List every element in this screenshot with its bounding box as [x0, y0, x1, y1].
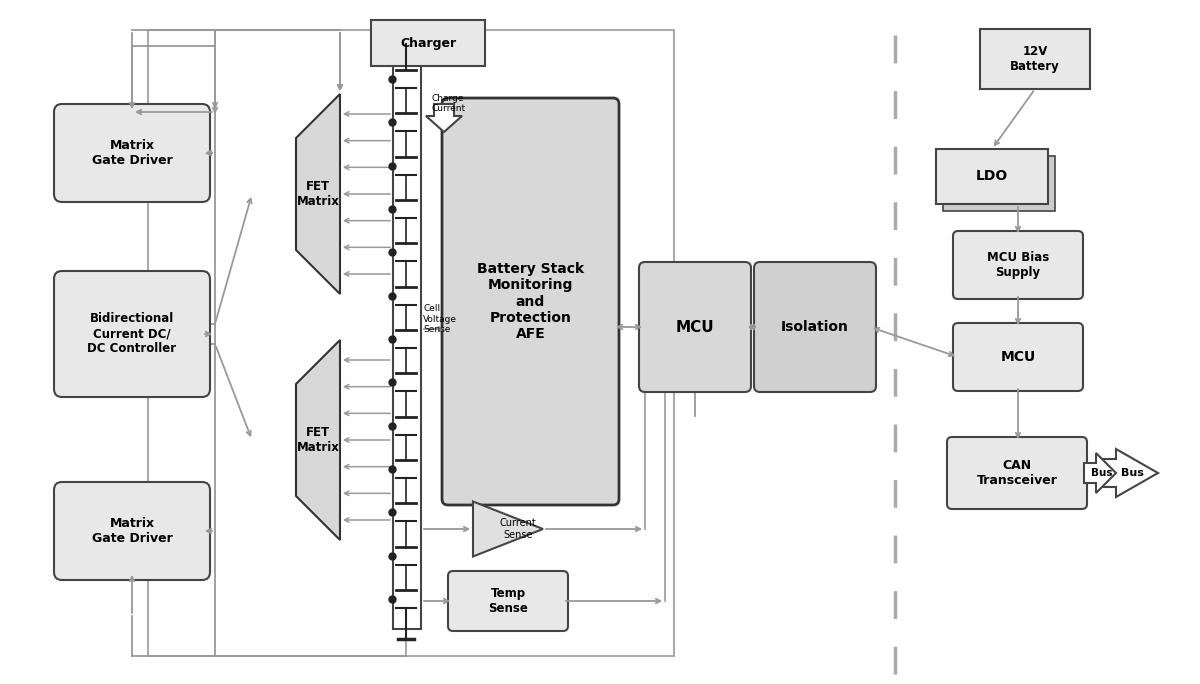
Polygon shape	[473, 501, 542, 557]
Text: Isolation: Isolation	[781, 320, 848, 334]
Bar	[980, 29, 1090, 89]
Text: Bus: Bus	[1091, 468, 1112, 478]
Text: Temp
Sense: Temp Sense	[488, 587, 528, 615]
Polygon shape	[296, 340, 340, 540]
FancyBboxPatch shape	[953, 323, 1084, 391]
Polygon shape	[1102, 449, 1158, 497]
Bar	[936, 149, 1048, 204]
FancyBboxPatch shape	[54, 271, 210, 397]
Bar	[371, 20, 485, 66]
FancyBboxPatch shape	[947, 437, 1087, 509]
FancyBboxPatch shape	[54, 482, 210, 580]
Polygon shape	[1084, 453, 1116, 493]
Bar	[943, 156, 1055, 211]
Polygon shape	[296, 94, 340, 294]
Text: Bus: Bus	[1121, 468, 1144, 478]
Text: MCU Bias
Supply: MCU Bias Supply	[986, 251, 1049, 279]
Text: Current
Sense: Current Sense	[499, 518, 536, 540]
Text: MCU: MCU	[676, 319, 714, 334]
FancyBboxPatch shape	[640, 262, 751, 392]
Text: Bidirectional
Current DC/
DC Controller: Bidirectional Current DC/ DC Controller	[88, 313, 176, 356]
FancyBboxPatch shape	[953, 231, 1084, 299]
Text: Cell
Voltage
Sense: Cell Voltage Sense	[424, 304, 457, 334]
FancyBboxPatch shape	[448, 571, 568, 631]
Text: Charger: Charger	[400, 36, 456, 49]
FancyBboxPatch shape	[754, 262, 876, 392]
Text: Matrix
Gate Driver: Matrix Gate Driver	[91, 517, 173, 545]
Text: Charge
Current: Charge Current	[432, 94, 466, 114]
Text: FET
Matrix: FET Matrix	[296, 426, 340, 454]
Text: FET
Matrix: FET Matrix	[296, 180, 340, 208]
Polygon shape	[426, 104, 462, 132]
Text: LDO: LDO	[976, 170, 1008, 183]
Text: 12V
Battery: 12V Battery	[1010, 45, 1060, 73]
Text: CAN
Transceiver: CAN Transceiver	[977, 459, 1057, 487]
FancyBboxPatch shape	[54, 104, 210, 202]
Text: Matrix
Gate Driver: Matrix Gate Driver	[91, 139, 173, 167]
Text: MCU: MCU	[1001, 350, 1036, 364]
FancyBboxPatch shape	[442, 98, 619, 505]
Bar	[394, 49, 421, 629]
Text: Battery Stack
Monitoring
and
Protection
AFE: Battery Stack Monitoring and Protection …	[476, 262, 584, 341]
Bar	[148, 30, 674, 656]
